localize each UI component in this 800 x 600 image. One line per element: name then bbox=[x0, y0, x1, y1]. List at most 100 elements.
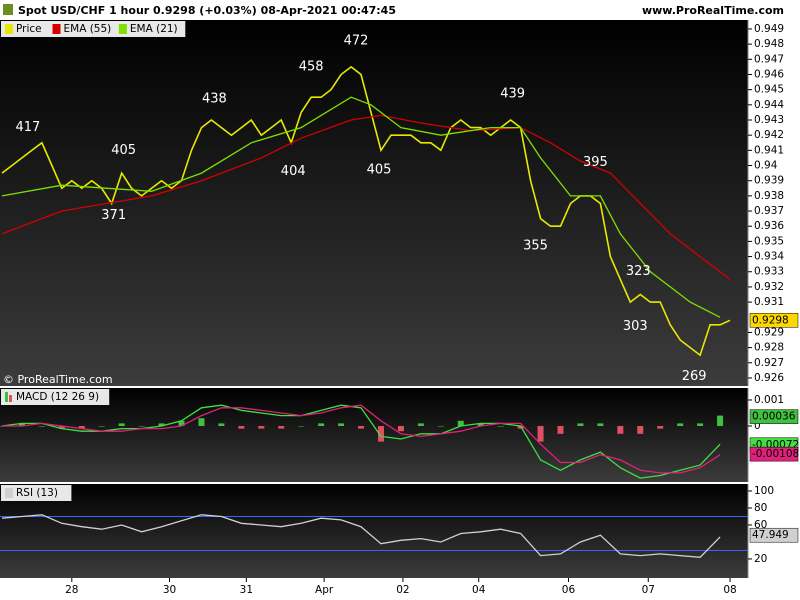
legend-label: EMA (21) bbox=[130, 23, 178, 35]
histogram-bar bbox=[198, 418, 205, 427]
y-tick-label: 0.932 bbox=[754, 281, 784, 293]
pane-background bbox=[0, 484, 748, 578]
last-value-label: -0.00108 bbox=[752, 448, 799, 460]
x-tick-label: 07 bbox=[642, 584, 655, 596]
x-tick-label: 30 bbox=[163, 584, 176, 596]
y-tick-label: 0.929 bbox=[754, 326, 784, 338]
histogram-bar bbox=[717, 415, 724, 427]
header-bar bbox=[0, 0, 800, 20]
y-tick-label: 0.939 bbox=[754, 175, 784, 187]
y-tick-label: 0.948 bbox=[754, 38, 784, 50]
x-tick-label: 02 bbox=[396, 584, 409, 596]
app-icon bbox=[3, 4, 13, 15]
y-tick-label: 0.942 bbox=[754, 129, 784, 141]
annotation: 405 bbox=[111, 143, 136, 158]
legend-swatch bbox=[5, 24, 13, 34]
annotation: 458 bbox=[299, 59, 324, 74]
x-tick-label: 28 bbox=[65, 584, 78, 596]
histogram-bar bbox=[377, 426, 384, 442]
histogram-bar bbox=[178, 420, 185, 427]
legend-icon bbox=[9, 395, 12, 402]
annotation: 303 bbox=[623, 319, 648, 334]
annotation: 395 bbox=[583, 155, 608, 170]
y-tick-label: 0.944 bbox=[754, 99, 784, 111]
header-site: www.ProRealTime.com bbox=[642, 4, 784, 17]
histogram-bar bbox=[637, 426, 644, 434]
histogram-bar bbox=[417, 423, 424, 427]
histogram-bar bbox=[158, 423, 165, 427]
last-value-label: 0.9298 bbox=[752, 314, 789, 326]
histogram-bar bbox=[517, 426, 524, 429]
pane-background bbox=[0, 388, 748, 482]
y-tick-label: 0.949 bbox=[754, 23, 784, 35]
y-tick-label: 0.933 bbox=[754, 266, 784, 278]
y-tick-label: 20 bbox=[754, 553, 767, 565]
y-tick-label: 0.926 bbox=[754, 372, 784, 384]
histogram-bar bbox=[557, 426, 564, 434]
histogram-bar bbox=[58, 426, 65, 429]
histogram-bar bbox=[118, 423, 125, 427]
histogram-bar bbox=[497, 426, 504, 427]
copyright: © ProRealTime.com bbox=[3, 373, 113, 386]
histogram-bar bbox=[477, 423, 484, 427]
y-tick-label: 0 bbox=[754, 420, 761, 432]
series-line bbox=[2, 404, 721, 474]
y-tick-label: 0.941 bbox=[754, 144, 784, 156]
y-tick-label: 0.927 bbox=[754, 357, 784, 369]
histogram-bar bbox=[18, 423, 25, 427]
legend-label: EMA (55) bbox=[64, 23, 112, 35]
x-tick-label: 08 bbox=[723, 584, 736, 596]
histogram-bar bbox=[98, 426, 105, 427]
y-tick-label: 80 bbox=[754, 502, 767, 514]
last-value-box bbox=[749, 313, 799, 328]
histogram-bar bbox=[318, 423, 325, 427]
legend-label: RSI (13) bbox=[16, 487, 58, 499]
legend-label: MACD (12 26 9) bbox=[16, 391, 99, 403]
y-tick-label: 100 bbox=[754, 485, 774, 497]
last-value-box bbox=[749, 446, 799, 462]
histogram-bar bbox=[78, 426, 85, 429]
annotation: 472 bbox=[344, 34, 369, 49]
y-tick-label: 0.938 bbox=[754, 190, 784, 202]
legend-box bbox=[1, 389, 110, 405]
histogram-bar bbox=[597, 423, 604, 427]
histogram-bar bbox=[38, 426, 45, 427]
y-tick-label: 0.936 bbox=[754, 220, 784, 232]
histogram-bar bbox=[617, 426, 624, 434]
series-line bbox=[1, 404, 721, 479]
x-tick-label: 04 bbox=[472, 584, 486, 596]
y-tick-label: 0.94 bbox=[754, 160, 778, 172]
annotation: 355 bbox=[523, 238, 548, 253]
histogram-bar bbox=[238, 426, 245, 429]
histogram-bar bbox=[437, 426, 444, 427]
annotation: 404 bbox=[281, 164, 306, 179]
legend-swatch bbox=[5, 488, 13, 498]
annotation: 405 bbox=[367, 163, 392, 178]
legend-box bbox=[1, 21, 186, 37]
legend-swatch bbox=[52, 24, 61, 34]
x-tick-label: 06 bbox=[562, 584, 576, 596]
histogram-bar bbox=[397, 426, 404, 432]
histogram-bar bbox=[278, 426, 285, 429]
histogram-bar bbox=[657, 426, 664, 429]
series-line bbox=[1, 65, 731, 357]
histogram-bar bbox=[577, 423, 584, 427]
annotation: 323 bbox=[626, 264, 651, 279]
y-tick-label: 0.945 bbox=[754, 84, 784, 96]
legend-label: Price bbox=[16, 23, 42, 35]
annotation: 438 bbox=[202, 91, 227, 106]
last-value-label: 0.00036 bbox=[752, 411, 796, 423]
histogram-bar bbox=[218, 423, 225, 427]
histogram-bar bbox=[537, 426, 544, 442]
y-tick-label: 0.937 bbox=[754, 205, 784, 217]
legend-icon bbox=[5, 392, 8, 402]
series-line bbox=[1, 96, 721, 318]
histogram-bar bbox=[338, 423, 345, 427]
y-tick-label: 0.947 bbox=[754, 53, 784, 65]
y-tick-label: 0.928 bbox=[754, 342, 784, 354]
histogram-bar bbox=[258, 426, 265, 429]
x-tick-label: Apr bbox=[315, 584, 334, 596]
histogram-bar bbox=[138, 426, 145, 427]
histogram-bar bbox=[298, 426, 305, 427]
